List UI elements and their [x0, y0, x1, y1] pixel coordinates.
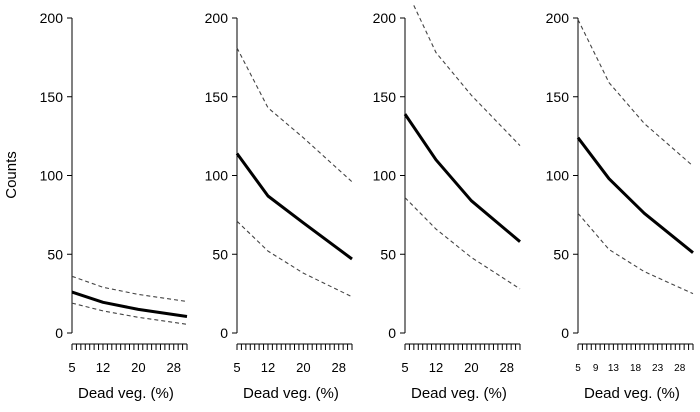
x-axis-label: Dead veg. (%) — [584, 385, 680, 402]
x-tick-label: 28 — [166, 360, 180, 375]
x-tick-label: 12 — [96, 360, 110, 375]
x-tick-label: 28 — [331, 360, 345, 375]
y-tick-label: 150 — [40, 89, 64, 105]
x-tick-label: 9 — [593, 363, 599, 374]
y-tick-label: 100 — [546, 168, 570, 184]
confidence-band-curve — [577, 19, 694, 167]
y-tick-label: 150 — [205, 89, 229, 105]
x-tick-label: 12 — [429, 360, 443, 375]
x-tick-label: 28 — [674, 363, 686, 374]
y-tick-label: 100 — [205, 168, 229, 184]
x-tick-label: 12 — [261, 360, 275, 375]
x-tick-label: 5 — [233, 360, 240, 375]
x-tick-label: 5 — [401, 360, 408, 375]
y-tick-label: 200 — [40, 10, 64, 26]
panel-3: 0 50 100 150 200 5 12 20 28 Dead veg. (%) — [373, 5, 521, 402]
y-tick-label: 150 — [546, 89, 570, 105]
y-axis-label: Counts — [3, 151, 20, 199]
y-tick-label: 50 — [212, 246, 228, 262]
y-tick-label: 100 — [373, 168, 397, 184]
confidence-band-curve — [236, 47, 353, 183]
y-tick-label: 0 — [55, 325, 63, 341]
x-axis-label: Dead veg. (%) — [243, 385, 339, 402]
x-axis-label: Dead veg. (%) — [411, 385, 507, 402]
y-tick-label: 0 — [388, 325, 396, 341]
x-tick-label: 20 — [131, 360, 145, 375]
y-tick-label: 200 — [546, 10, 570, 26]
confidence-band-curve — [404, 197, 521, 290]
y-tick-label: 200 — [205, 10, 229, 26]
y-tick-label: 50 — [380, 246, 396, 262]
confidence-band-curve — [413, 5, 521, 146]
x-tick-label: 5 — [68, 360, 75, 375]
panel-1: 0 50 100 150 200 5 12 20 28 Dead veg. (%) — [40, 10, 188, 402]
x-tick-label: 20 — [464, 360, 478, 375]
y-tick-label: 100 — [40, 168, 64, 184]
x-tick-label: 28 — [499, 360, 513, 375]
fitted-curve — [576, 136, 694, 254]
panel-2: 0 50 100 150 200 5 12 20 28 Dead veg. (%) — [205, 10, 353, 402]
x-axis-label: Dead veg. (%) — [78, 385, 174, 402]
y-tick-label: 0 — [220, 325, 228, 341]
confidence-band-curve — [71, 275, 188, 303]
y-tick-label: 200 — [373, 10, 397, 26]
panel-4: 0 50 100 150 200 5 9 13 18 23 28 Dead veg. (%) — [546, 10, 694, 402]
confidence-band-curve — [577, 212, 694, 295]
fitted-curve — [71, 290, 188, 318]
x-tick-label: 18 — [630, 363, 642, 374]
fitted-curve — [403, 113, 521, 243]
x-tick-label: 13 — [608, 363, 620, 374]
y-tick-label: 150 — [373, 89, 397, 105]
y-tick-label: 50 — [47, 246, 63, 262]
x-tick-label: 20 — [296, 360, 310, 375]
y-tick-label: 0 — [561, 325, 569, 341]
confidence-band-curve — [71, 302, 188, 325]
fitted-curve — [235, 152, 353, 261]
x-tick-label: 23 — [652, 363, 664, 374]
x-tick-label: 5 — [575, 363, 581, 374]
confidence-band-curve — [236, 220, 353, 298]
y-tick-label: 50 — [553, 246, 569, 262]
